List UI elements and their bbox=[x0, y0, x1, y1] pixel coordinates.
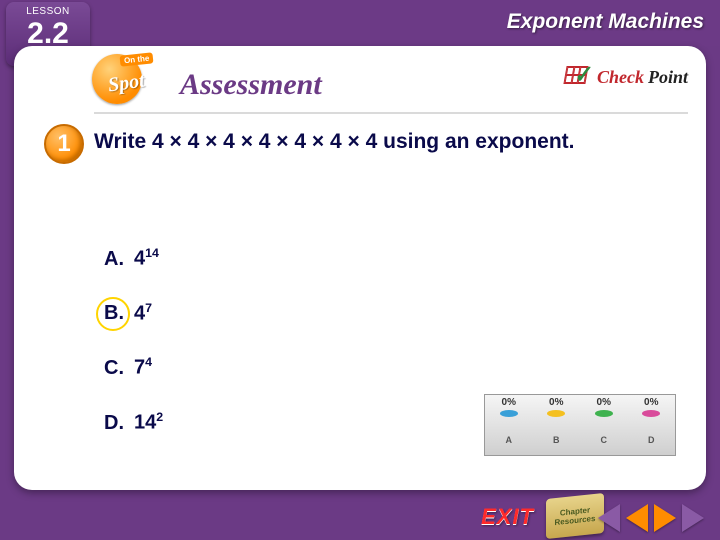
content-card: On the Spot Assessment ✓ CheckPoint 1 Wr… bbox=[14, 46, 706, 490]
lesson-label: LESSON bbox=[6, 6, 90, 17]
response-dot-c bbox=[595, 410, 613, 417]
response-dot-b bbox=[547, 410, 565, 417]
question-number-badge: 1 bbox=[44, 124, 84, 164]
answer-letter: D. bbox=[104, 412, 134, 435]
checkpoint-point: Point bbox=[648, 67, 688, 88]
chapter-resources-button[interactable]: Chapter Resources bbox=[546, 493, 604, 539]
nav-arrows bbox=[598, 504, 704, 532]
checkpoint-check: Check bbox=[597, 67, 644, 88]
answer-value: 47 bbox=[134, 301, 152, 326]
bottom-nav: EXIT Chapter Resources bbox=[0, 490, 720, 540]
response-graph: 0% 0% 0% 0% A B C D bbox=[484, 394, 676, 456]
answer-option-d[interactable]: D. 142 bbox=[104, 410, 163, 435]
nav-first-icon[interactable] bbox=[598, 504, 620, 532]
exit-button[interactable]: EXIT bbox=[481, 504, 534, 530]
badge-line2: Spot bbox=[107, 70, 147, 98]
topic-title: Exponent Machines bbox=[507, 10, 704, 34]
badge-line1: On the bbox=[120, 52, 154, 66]
nav-last-icon[interactable] bbox=[682, 504, 704, 532]
response-dots bbox=[485, 410, 675, 417]
answer-value: 414 bbox=[134, 246, 159, 271]
answer-option-b[interactable]: B. 47 bbox=[104, 301, 163, 326]
response-dot-d bbox=[642, 410, 660, 417]
answer-option-c[interactable]: C. 74 bbox=[104, 355, 163, 380]
question-text: Write 4 × 4 × 4 × 4 × 4 × 4 × 4 using an… bbox=[94, 130, 575, 154]
checkpoint-icon: ✓ bbox=[565, 66, 593, 88]
card-header: On the Spot Assessment ✓ CheckPoint bbox=[94, 54, 688, 114]
answer-letter: C. bbox=[104, 357, 134, 380]
answer-value: 74 bbox=[134, 355, 152, 380]
lesson-number: 2.2 bbox=[6, 19, 90, 49]
response-dot-a bbox=[500, 410, 518, 417]
answer-list: A. 414 B. 47 C. 74 D. 142 bbox=[104, 246, 163, 465]
assessment-title: Assessment bbox=[180, 68, 322, 102]
top-strip: LESSON 2.2 Exponent Machines bbox=[0, 0, 720, 46]
checkpoint-logo: ✓ CheckPoint bbox=[565, 66, 688, 88]
answer-letter: B. bbox=[104, 302, 134, 325]
nav-next-icon[interactable] bbox=[654, 504, 676, 532]
response-labels: A B C D bbox=[485, 435, 675, 445]
answer-value: 142 bbox=[134, 410, 163, 435]
answer-letter: A. bbox=[104, 248, 134, 271]
nav-prev-icon[interactable] bbox=[626, 504, 648, 532]
response-percents: 0% 0% 0% 0% bbox=[485, 397, 675, 408]
answer-option-a[interactable]: A. 414 bbox=[104, 246, 163, 271]
on-the-spot-badge: On the Spot bbox=[92, 50, 174, 106]
